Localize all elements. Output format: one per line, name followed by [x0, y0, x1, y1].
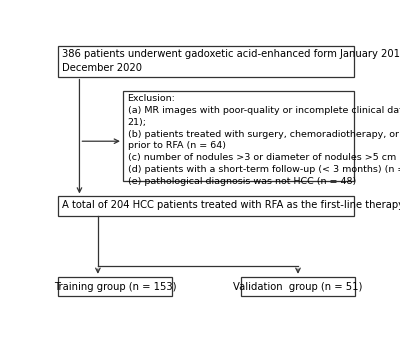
Text: Training group (n = 153): Training group (n = 153): [54, 281, 176, 292]
Bar: [58, 46, 354, 77]
Text: 386 patients underwent gadoxetic acid-enhanced form January 2017 and
December 20: 386 patients underwent gadoxetic acid-en…: [62, 50, 400, 73]
Text: A total of 204 HCC patients treated with RFA as the first-line therapy: A total of 204 HCC patients treated with…: [62, 200, 400, 210]
Text: Validation  group (n = 51): Validation group (n = 51): [233, 281, 363, 292]
Text: Exclusion:
(a) MR images with poor-quality or incomplete clinical data (n =
21);: Exclusion: (a) MR images with poor-quali…: [128, 94, 400, 186]
Bar: [58, 196, 354, 216]
Bar: [241, 277, 355, 297]
Bar: [58, 277, 172, 297]
Bar: [123, 91, 354, 181]
